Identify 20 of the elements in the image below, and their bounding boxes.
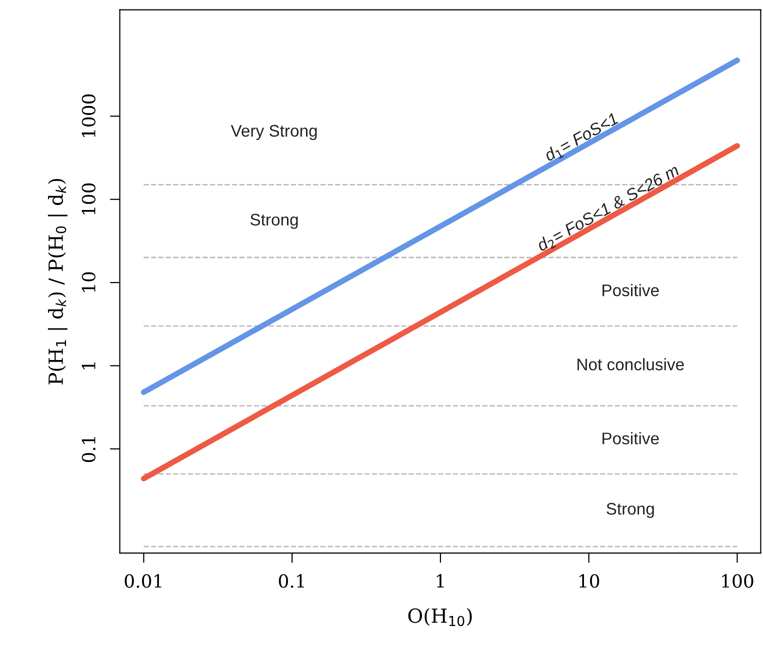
annotation: Positive xyxy=(602,284,659,296)
text: P(H$_{1}$ | d$_{k}$) / P(H$_{0}$ | d$_{k}$) xyxy=(48,178,68,384)
x-tick-label: 1 xyxy=(436,574,444,588)
annotation: Positive xyxy=(602,432,659,444)
annotation: Very Strong xyxy=(230,124,317,140)
y-tick-label: 0.1 xyxy=(82,437,96,462)
x-tick-label: 100 xyxy=(722,574,754,588)
x-tick-label: 0.01 xyxy=(124,574,162,588)
y-tick-label: 100 xyxy=(82,183,96,214)
x-axis-title: O(H$_{10}$) xyxy=(408,608,472,626)
y-tick-label: 10 xyxy=(82,272,96,292)
text: d$_{2}$= FoS<1 & S<26 m xyxy=(536,164,682,254)
text: d$_{1}$= FoS<1 xyxy=(543,112,620,164)
x-tick-label: 0.1 xyxy=(278,574,304,588)
y-tick-label: 1 xyxy=(82,362,96,370)
y-tick-label: 1000 xyxy=(82,94,96,137)
annotation: Not conclusive xyxy=(578,358,684,370)
x-tick-label: 10 xyxy=(580,574,600,588)
annotation: Strong xyxy=(250,214,298,229)
annotation: Strong xyxy=(606,502,654,518)
